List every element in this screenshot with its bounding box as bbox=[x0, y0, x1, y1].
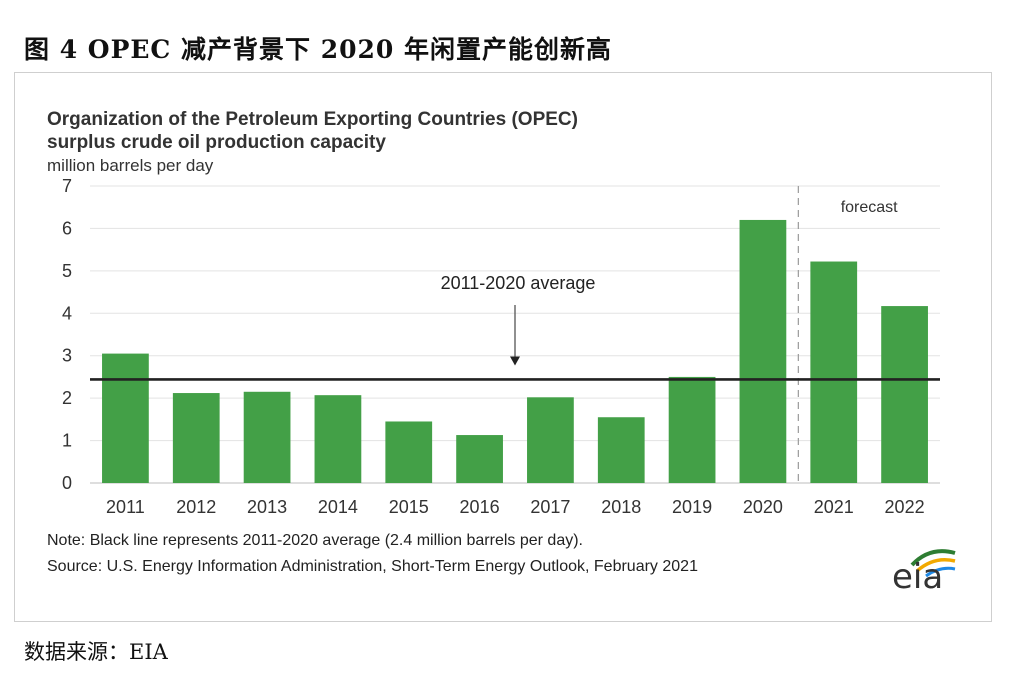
eia-logo-arc-yellow bbox=[915, 558, 956, 573]
bar-2011 bbox=[102, 353, 149, 483]
x-tick-label: 2020 bbox=[743, 497, 783, 517]
y-tick-label: 4 bbox=[62, 303, 72, 323]
y-tick-labels: 0 1 2 3 4 5 6 7 bbox=[62, 176, 72, 493]
bar-2013 bbox=[243, 391, 291, 483]
figure-title: 图 4 OPEC 减产背景下 2020 年闲置产能创新高 bbox=[24, 35, 613, 64]
x-tick-label: 2016 bbox=[460, 497, 500, 517]
eia-logo-text: eia bbox=[892, 557, 943, 597]
average-annotation-label: 2011-2020 average bbox=[441, 273, 596, 293]
bars bbox=[102, 219, 928, 483]
y-tick-label: 7 bbox=[62, 176, 72, 196]
chart-title: Organization of the Petroleum Exporting … bbox=[47, 109, 578, 130]
y-tick-label: 3 bbox=[62, 346, 72, 366]
y-tick-label: 2 bbox=[62, 388, 72, 408]
y-tick-label: 1 bbox=[62, 431, 72, 451]
x-tick-label: 2011 bbox=[106, 497, 145, 517]
chart-source: Source: U.S. Energy Information Administ… bbox=[47, 558, 698, 575]
x-tick-label: 2015 bbox=[389, 497, 429, 517]
bar-2012 bbox=[172, 393, 220, 483]
eia-logo-arc-blue bbox=[925, 566, 956, 578]
y-tick-label: 6 bbox=[62, 218, 72, 238]
bar-2021 bbox=[810, 261, 858, 483]
bar-2018 bbox=[597, 417, 645, 483]
x-tick-label: 2017 bbox=[530, 497, 570, 517]
x-tick-label: 2021 bbox=[814, 497, 854, 517]
chart-title-line2: surplus crude oil production capacity bbox=[47, 132, 386, 153]
eia-logo: eia bbox=[892, 549, 956, 597]
x-tick-label: 2022 bbox=[885, 497, 925, 517]
bar-2020 bbox=[739, 219, 787, 483]
bar-2016 bbox=[456, 435, 503, 483]
bar-2017 bbox=[527, 397, 574, 483]
bar-2022 bbox=[881, 306, 928, 483]
x-tick-labels: 2011 2012 2013 2014 2015 2016 2017 2018 2019 2020… bbox=[106, 497, 925, 517]
x-tick-label: 2014 bbox=[318, 497, 358, 517]
forecast-label: forecast bbox=[841, 199, 898, 216]
x-tick-label: 2012 bbox=[176, 497, 216, 517]
bar-2019 bbox=[668, 376, 716, 483]
bar-2015 bbox=[385, 421, 433, 483]
eia-logo-arc-green bbox=[910, 549, 956, 567]
chart-note: Note: Black line represents 2011-2020 av… bbox=[47, 532, 583, 549]
x-tick-label: 2019 bbox=[672, 497, 712, 517]
x-tick-label: 2018 bbox=[601, 497, 641, 517]
data-source-footer: 数据来源：EIA bbox=[24, 640, 168, 664]
average-arrow-head bbox=[510, 356, 520, 366]
y-tick-label: 5 bbox=[62, 261, 72, 281]
y-axis-unit-label: million barrels per day bbox=[47, 156, 214, 175]
x-tick-label: 2013 bbox=[247, 497, 287, 517]
bar-2014 bbox=[314, 395, 362, 483]
y-tick-label: 0 bbox=[62, 473, 72, 493]
